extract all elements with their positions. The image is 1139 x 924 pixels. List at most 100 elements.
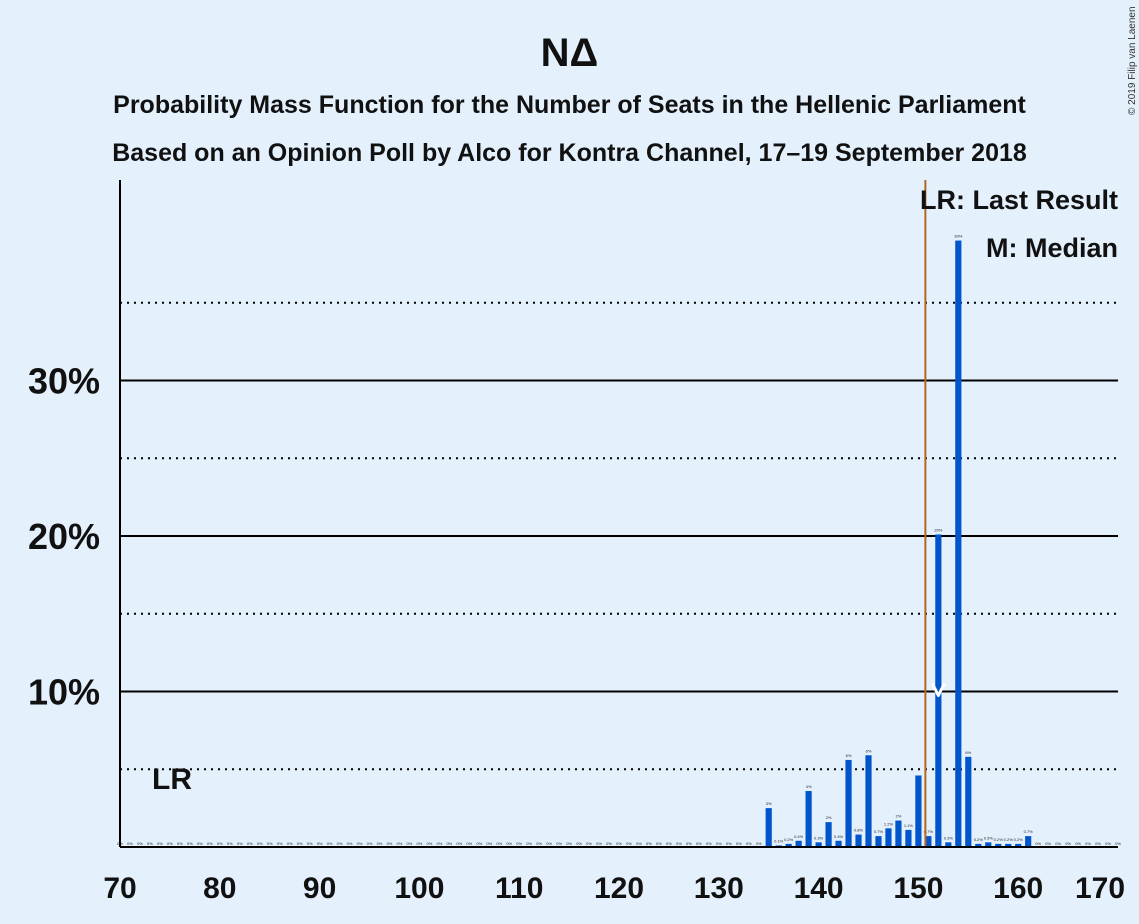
zero-value-label: 0% bbox=[626, 841, 632, 846]
bar-value-label: 0.2% bbox=[974, 837, 984, 842]
bar-seat-142 bbox=[835, 840, 842, 847]
zero-value-label: 0% bbox=[187, 841, 193, 846]
zero-value-label: 0% bbox=[407, 841, 413, 846]
zero-value-label: 0% bbox=[536, 841, 542, 846]
zero-value-label: 0% bbox=[426, 841, 432, 846]
zero-value-label: 0% bbox=[217, 841, 223, 846]
bar-seat-149 bbox=[905, 829, 912, 847]
zero-value-label: 0% bbox=[347, 841, 353, 846]
zero-value-label: 0% bbox=[287, 841, 293, 846]
y-tick-label: 20% bbox=[28, 516, 100, 557]
bar-seat-152 bbox=[935, 534, 942, 847]
bar-seat-146 bbox=[875, 836, 882, 847]
median-marker bbox=[931, 682, 946, 697]
zero-value-label: 0% bbox=[1065, 841, 1071, 846]
zero-value-label: 0% bbox=[297, 841, 303, 846]
zero-value-label: 0% bbox=[686, 841, 692, 846]
bar-seat-145 bbox=[865, 755, 872, 847]
zero-value-label: 0% bbox=[227, 841, 233, 846]
bar-seat-156 bbox=[975, 843, 982, 847]
legend-median: M: Median bbox=[986, 233, 1118, 263]
bar-value-label: 0.2% bbox=[1014, 837, 1024, 842]
zero-value-label: 0% bbox=[1105, 841, 1111, 846]
chart-subtitle-line-2: Based on an Opinion Poll by Alco for Kon… bbox=[112, 139, 1027, 167]
zero-value-label: 0% bbox=[486, 841, 492, 846]
zero-value-label: 0% bbox=[387, 841, 393, 846]
zero-value-label: 0% bbox=[696, 841, 702, 846]
zero-value-label: 0% bbox=[1055, 841, 1061, 846]
bar-value-label: 6% bbox=[866, 748, 872, 753]
legend-last-result: LR: Last Result bbox=[920, 185, 1118, 215]
bar-seat-137 bbox=[785, 843, 792, 847]
bar-seat-151 bbox=[925, 836, 932, 847]
bar-value-label: 1.2% bbox=[884, 821, 894, 826]
zero-value-label: 0% bbox=[716, 841, 722, 846]
bar-value-label: 0.3% bbox=[814, 835, 824, 840]
x-tick-label: 160 bbox=[993, 872, 1043, 905]
x-tick-label: 130 bbox=[694, 872, 744, 905]
bar-seat-159 bbox=[1005, 843, 1012, 847]
x-tick-label: 70 bbox=[103, 872, 136, 905]
last-result-axis-label: LR bbox=[152, 763, 192, 796]
zero-value-label: 0% bbox=[446, 841, 452, 846]
bar-seat-153 bbox=[945, 842, 952, 847]
bar-value-label: 0.7% bbox=[924, 829, 934, 834]
copyright-text: © 2019 Filip van Laenen bbox=[1127, 6, 1138, 115]
bar-value-label: 39% bbox=[954, 234, 962, 239]
axes: 70 80 90 100 110 120 130 140 150 160 170 bbox=[103, 180, 1125, 905]
zero-value-label: 0% bbox=[1035, 841, 1041, 846]
zero-value-label: 0% bbox=[267, 841, 273, 846]
zero-value-label: 0% bbox=[327, 841, 333, 846]
zero-value-label: 0% bbox=[277, 841, 283, 846]
zero-value-label: 0% bbox=[496, 841, 502, 846]
zero-value-label: 0% bbox=[646, 841, 652, 846]
zero-value-label: 0% bbox=[177, 841, 183, 846]
zero-value-label: 0% bbox=[586, 841, 592, 846]
zero-value-label: 0% bbox=[247, 841, 253, 846]
zero-value-label: 0% bbox=[1085, 841, 1091, 846]
bar-value-label: 0.1% bbox=[774, 838, 784, 843]
x-tick-label: 80 bbox=[203, 872, 236, 905]
zero-value-label: 0% bbox=[207, 841, 213, 846]
bar-value-label: 0.7% bbox=[1024, 829, 1034, 834]
x-tick-label: 140 bbox=[794, 872, 844, 905]
zero-value-label: 0% bbox=[1115, 841, 1121, 846]
zero-value-label: 0% bbox=[596, 841, 602, 846]
bar-value-label: 6% bbox=[965, 750, 971, 755]
bar-value-label: 0.2% bbox=[1004, 837, 1014, 842]
zero-value-label: 0% bbox=[237, 841, 243, 846]
x-tick-label: 150 bbox=[893, 872, 943, 905]
zero-value-label: 0% bbox=[556, 841, 562, 846]
bar-seat-161 bbox=[1025, 836, 1032, 847]
bar-seat-150 bbox=[915, 775, 922, 847]
zero-value-label: 0% bbox=[526, 841, 532, 846]
zero-value-label: 0% bbox=[546, 841, 552, 846]
bar-seat-148 bbox=[895, 820, 902, 847]
bar-value-label: 0.2% bbox=[994, 837, 1004, 842]
bar-value-label: 0.3% bbox=[944, 835, 954, 840]
zero-value-label: 0% bbox=[317, 841, 323, 846]
bar-seat-160 bbox=[1015, 843, 1022, 847]
zero-value-label: 0% bbox=[506, 841, 512, 846]
bar-seat-144 bbox=[855, 834, 862, 847]
x-tick-label: 90 bbox=[303, 872, 336, 905]
zero-value-label: 0% bbox=[666, 841, 672, 846]
bar-seat-135 bbox=[765, 808, 772, 847]
gridlines: 10% 20% 30% bbox=[28, 301, 1118, 771]
zero-value-label: 0% bbox=[516, 841, 522, 846]
bar-value-label: 1.1% bbox=[904, 823, 914, 828]
bar-seat-147 bbox=[885, 828, 892, 847]
zero-value-label: 0% bbox=[656, 841, 662, 846]
zero-value-label: 0% bbox=[566, 841, 572, 846]
zero-value-label: 0% bbox=[377, 841, 383, 846]
zero-value-label: 0% bbox=[1095, 841, 1101, 846]
bar-value-label: 0.4% bbox=[834, 834, 844, 839]
zero-value-label: 0% bbox=[476, 841, 482, 846]
zero-value-label: 0% bbox=[157, 841, 163, 846]
bar-value-label: 20% bbox=[934, 527, 942, 532]
x-tick-label: 170 bbox=[1075, 872, 1125, 905]
zero-value-label: 0% bbox=[756, 841, 762, 846]
x-tick-label: 110 bbox=[495, 872, 543, 905]
zero-value-label: 0% bbox=[167, 841, 173, 846]
zero-value-label: 0% bbox=[137, 841, 143, 846]
